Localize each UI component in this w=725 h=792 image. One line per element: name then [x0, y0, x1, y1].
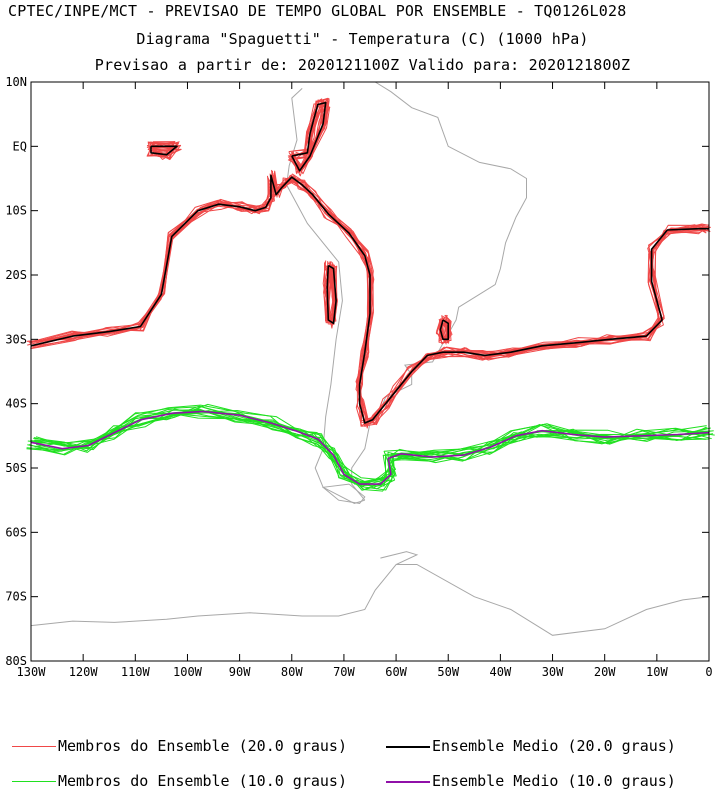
- x-tick-label-11: 20W: [594, 665, 616, 679]
- legend-label-members-10: Membros do Ensemble (10.0 graus): [58, 772, 347, 790]
- legend-swatch-mean-10: [386, 780, 430, 783]
- legend-label-members-20: Membros do Ensemble (20.0 graus): [58, 737, 347, 755]
- x-tick-label-9: 40W: [490, 665, 512, 679]
- y-tick-label-4: 30S: [5, 332, 27, 346]
- member-20-line-14-0: [31, 175, 706, 425]
- coastline-3: [30, 551, 419, 627]
- mean-20-line-4: [150, 145, 178, 156]
- y-tick-label-8: 70S: [5, 590, 27, 604]
- x-tick-label-7: 60W: [385, 665, 407, 679]
- means-layer: [30, 101, 710, 485]
- legend-item-mean-10: Ensemble Medio (10.0 graus): [386, 772, 676, 790]
- y-tick-label-1: EQ: [13, 139, 27, 153]
- x-tick-label-12: 10W: [646, 665, 668, 679]
- members-10-layer: [26, 403, 715, 492]
- legend-swatch-members-10: [12, 781, 56, 782]
- title-line-2: Diagrama "Spaguetti" - Temperatura (C) (…: [136, 30, 589, 48]
- member-10-line-8-0: [35, 408, 712, 491]
- mean-20-line-1: [291, 101, 327, 172]
- coastline-4: [396, 564, 710, 636]
- x-tick-label-6: 70W: [333, 665, 355, 679]
- title-line-1: CPTEC/INPE/MCT - PREVISAO DE TEMPO GLOBA…: [8, 2, 627, 20]
- legend-label-mean-10: Ensemble Medio (10.0 graus): [432, 772, 676, 790]
- member-10-line-10-0: [36, 403, 705, 490]
- member-10-line-3-0: [33, 406, 711, 491]
- legend-label-mean-20: Ensemble Medio (20.0 graus): [432, 737, 676, 755]
- coastline-1: [333, 81, 527, 501]
- members-20-layer: [26, 97, 711, 429]
- legend-swatch-mean-20: [386, 745, 430, 748]
- coastline-layer: [30, 81, 710, 636]
- x-tick-label-4: 90W: [229, 665, 251, 679]
- legend-swatch-members-20: [12, 746, 56, 747]
- y-tick-label-2: 10S: [5, 204, 27, 218]
- x-tick-label-8: 50W: [437, 665, 459, 679]
- y-tick-label-5: 40S: [5, 397, 27, 411]
- mean-20-line-0: [30, 174, 709, 424]
- legend-item-members-20: Membros do Ensemble (20.0 graus): [12, 737, 347, 755]
- axis-ticks: 130W 120W 110W 100W 90W 80W 70W 60W 50W 40W 30W 20W…: [5, 75, 712, 679]
- legend-item-members-10: Membros do Ensemble (10.0 graus): [12, 772, 347, 790]
- member-20-line-14-1: [288, 100, 326, 175]
- member-20-line-14-3: [436, 319, 450, 345]
- member-10-line-11-0: [33, 409, 707, 483]
- x-tick-label-0: 130W: [17, 665, 47, 679]
- y-tick-label-3: 20S: [5, 268, 27, 282]
- x-tick-label-1: 120W: [69, 665, 99, 679]
- mean-20-line-2: [326, 264, 337, 325]
- x-tick-label-3: 100W: [173, 665, 203, 679]
- member-20-line-12-0: [27, 179, 709, 425]
- x-tick-label-5: 80W: [281, 665, 303, 679]
- y-tick-label-9: 80S: [5, 654, 27, 668]
- mean-10-line-0: [30, 410, 710, 485]
- x-tick-label-13: 0: [705, 665, 712, 679]
- x-tick-label-2: 110W: [121, 665, 151, 679]
- x-tick-label-10: 30W: [542, 665, 564, 679]
- legend-item-mean-20: Ensemble Medio (20.0 graus): [386, 737, 676, 755]
- title-line-3: Previsao a partir de: 2020121100Z Valido…: [94, 56, 631, 74]
- y-tick-label-7: 60S: [5, 525, 27, 539]
- member-10-line-12-0: [34, 404, 706, 488]
- plot-frame: [30, 81, 710, 662]
- mean-20-line-3: [439, 319, 449, 341]
- y-tick-label-6: 50S: [5, 461, 27, 475]
- y-tick-label-0: 10N: [5, 75, 27, 89]
- member-20-line-12-1: [292, 97, 328, 175]
- coastline-2: [321, 483, 366, 504]
